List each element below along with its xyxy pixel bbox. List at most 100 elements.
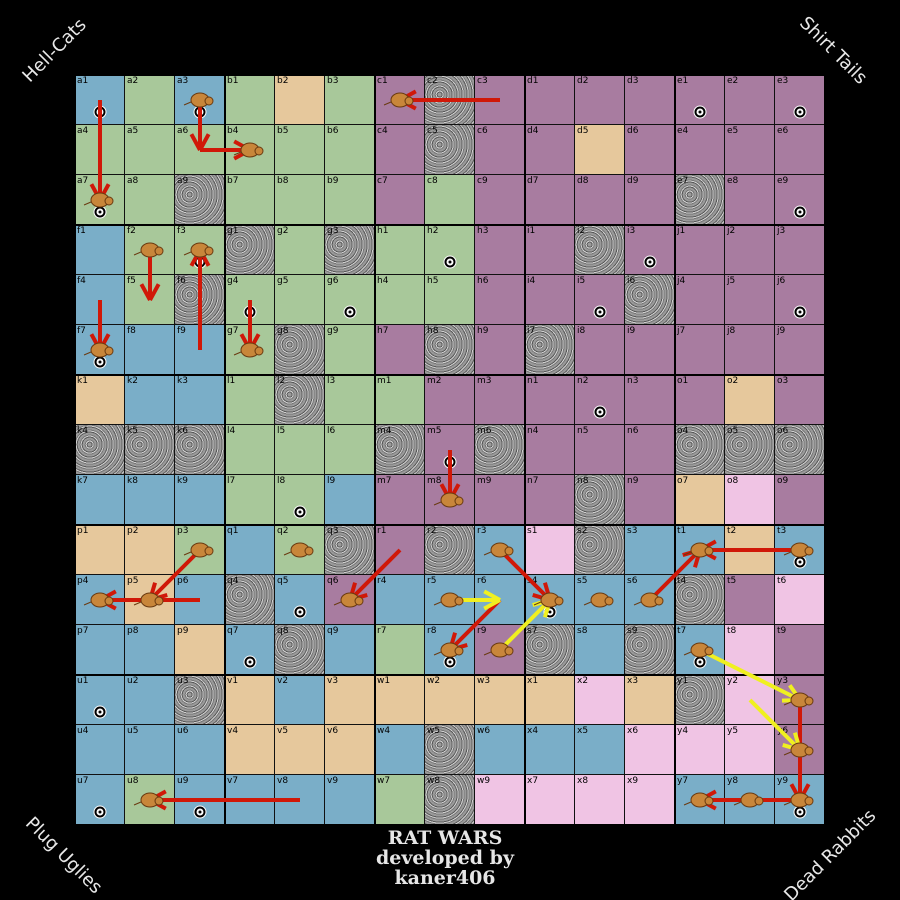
cell-t4[interactable]: t4 bbox=[675, 575, 725, 625]
cell-w1[interactable]: w1 bbox=[375, 675, 425, 725]
cell-f4[interactable]: f4 bbox=[75, 275, 125, 325]
cell-s5[interactable]: s5 bbox=[575, 575, 625, 625]
cell-a4[interactable]: a4 bbox=[75, 125, 125, 175]
cell-p8[interactable]: p8 bbox=[125, 625, 175, 675]
cell-f9[interactable]: f9 bbox=[175, 325, 225, 375]
cell-l8[interactable]: l8 bbox=[275, 475, 325, 525]
cell-s2[interactable]: s2 bbox=[575, 525, 625, 575]
cell-p6[interactable]: p6 bbox=[175, 575, 225, 625]
cell-s1[interactable]: s1 bbox=[525, 525, 575, 575]
cell-g8[interactable]: g8 bbox=[275, 325, 325, 375]
cell-j8[interactable]: j8 bbox=[725, 325, 775, 375]
cell-e5[interactable]: e5 bbox=[725, 125, 775, 175]
cell-i4[interactable]: i4 bbox=[525, 275, 575, 325]
cell-k2[interactable]: k2 bbox=[125, 375, 175, 425]
cell-m3[interactable]: m3 bbox=[475, 375, 525, 425]
cell-j9[interactable]: j9 bbox=[775, 325, 825, 375]
cell-a6[interactable]: a6 bbox=[175, 125, 225, 175]
cell-l3[interactable]: l3 bbox=[325, 375, 375, 425]
cell-v6[interactable]: v6 bbox=[325, 725, 375, 775]
cell-r9[interactable]: r9 bbox=[475, 625, 525, 675]
cell-c7[interactable]: c7 bbox=[375, 175, 425, 225]
cell-q1[interactable]: q1 bbox=[225, 525, 275, 575]
cell-c8[interactable]: c8 bbox=[425, 175, 475, 225]
cell-g1[interactable]: g1 bbox=[225, 225, 275, 275]
cell-g5[interactable]: g5 bbox=[275, 275, 325, 325]
cell-b9[interactable]: b9 bbox=[325, 175, 375, 225]
cell-d4[interactable]: d4 bbox=[525, 125, 575, 175]
cell-p4[interactable]: p4 bbox=[75, 575, 125, 625]
cell-x7[interactable]: x7 bbox=[525, 775, 575, 825]
cell-v1[interactable]: v1 bbox=[225, 675, 275, 725]
cell-t1[interactable]: t1 bbox=[675, 525, 725, 575]
cell-j2[interactable]: j2 bbox=[725, 225, 775, 275]
cell-l5[interactable]: l5 bbox=[275, 425, 325, 475]
cell-u1[interactable]: u1 bbox=[75, 675, 125, 725]
cell-e4[interactable]: e4 bbox=[675, 125, 725, 175]
cell-x3[interactable]: x3 bbox=[625, 675, 675, 725]
cell-o6[interactable]: o6 bbox=[775, 425, 825, 475]
cell-u5[interactable]: u5 bbox=[125, 725, 175, 775]
cell-a8[interactable]: a8 bbox=[125, 175, 175, 225]
cell-f8[interactable]: f8 bbox=[125, 325, 175, 375]
cell-t5[interactable]: t5 bbox=[725, 575, 775, 625]
cell-f3[interactable]: f3 bbox=[175, 225, 225, 275]
cell-k9[interactable]: k9 bbox=[175, 475, 225, 525]
cell-w5[interactable]: w5 bbox=[425, 725, 475, 775]
cell-c2[interactable]: c2 bbox=[425, 75, 475, 125]
cell-n7[interactable]: n7 bbox=[525, 475, 575, 525]
cell-h2[interactable]: h2 bbox=[425, 225, 475, 275]
cell-o1[interactable]: o1 bbox=[675, 375, 725, 425]
cell-m1[interactable]: m1 bbox=[375, 375, 425, 425]
cell-r7[interactable]: r7 bbox=[375, 625, 425, 675]
cell-h3[interactable]: h3 bbox=[475, 225, 525, 275]
cell-j1[interactable]: j1 bbox=[675, 225, 725, 275]
cell-x9[interactable]: x9 bbox=[625, 775, 675, 825]
cell-u3[interactable]: u3 bbox=[175, 675, 225, 725]
cell-n3[interactable]: n3 bbox=[625, 375, 675, 425]
cell-i8[interactable]: i8 bbox=[575, 325, 625, 375]
cell-u7[interactable]: u7 bbox=[75, 775, 125, 825]
cell-w9[interactable]: w9 bbox=[475, 775, 525, 825]
cell-o4[interactable]: o4 bbox=[675, 425, 725, 475]
cell-w3[interactable]: w3 bbox=[475, 675, 525, 725]
cell-t3[interactable]: t3 bbox=[775, 525, 825, 575]
cell-x6[interactable]: x6 bbox=[625, 725, 675, 775]
cell-y3[interactable]: y3 bbox=[775, 675, 825, 725]
cell-y6[interactable]: y6 bbox=[775, 725, 825, 775]
cell-m2[interactable]: m2 bbox=[425, 375, 475, 425]
cell-r4[interactable]: r4 bbox=[375, 575, 425, 625]
cell-t7[interactable]: t7 bbox=[675, 625, 725, 675]
cell-n1[interactable]: n1 bbox=[525, 375, 575, 425]
cell-d5[interactable]: d5 bbox=[575, 125, 625, 175]
cell-u6[interactable]: u6 bbox=[175, 725, 225, 775]
cell-y1[interactable]: y1 bbox=[675, 675, 725, 725]
cell-h7[interactable]: h7 bbox=[375, 325, 425, 375]
cell-k7[interactable]: k7 bbox=[75, 475, 125, 525]
cell-q3[interactable]: q3 bbox=[325, 525, 375, 575]
cell-k1[interactable]: k1 bbox=[75, 375, 125, 425]
cell-j5[interactable]: j5 bbox=[725, 275, 775, 325]
cell-i9[interactable]: i9 bbox=[625, 325, 675, 375]
cell-j7[interactable]: j7 bbox=[675, 325, 725, 375]
cell-b5[interactable]: b5 bbox=[275, 125, 325, 175]
cell-k6[interactable]: k6 bbox=[175, 425, 225, 475]
cell-f6[interactable]: f6 bbox=[175, 275, 225, 325]
cell-v4[interactable]: v4 bbox=[225, 725, 275, 775]
cell-n2[interactable]: n2 bbox=[575, 375, 625, 425]
cell-m7[interactable]: m7 bbox=[375, 475, 425, 525]
cell-l6[interactable]: l6 bbox=[325, 425, 375, 475]
cell-i6[interactable]: i6 bbox=[625, 275, 675, 325]
cell-g6[interactable]: g6 bbox=[325, 275, 375, 325]
cell-h1[interactable]: h1 bbox=[375, 225, 425, 275]
cell-o2[interactable]: o2 bbox=[725, 375, 775, 425]
cell-h8[interactable]: h8 bbox=[425, 325, 475, 375]
cell-n6[interactable]: n6 bbox=[625, 425, 675, 475]
cell-b6[interactable]: b6 bbox=[325, 125, 375, 175]
cell-i7[interactable]: i7 bbox=[525, 325, 575, 375]
cell-p3[interactable]: p3 bbox=[175, 525, 225, 575]
cell-c4[interactable]: c4 bbox=[375, 125, 425, 175]
cell-d7[interactable]: d7 bbox=[525, 175, 575, 225]
cell-q7[interactable]: q7 bbox=[225, 625, 275, 675]
cell-r6[interactable]: r6 bbox=[475, 575, 525, 625]
